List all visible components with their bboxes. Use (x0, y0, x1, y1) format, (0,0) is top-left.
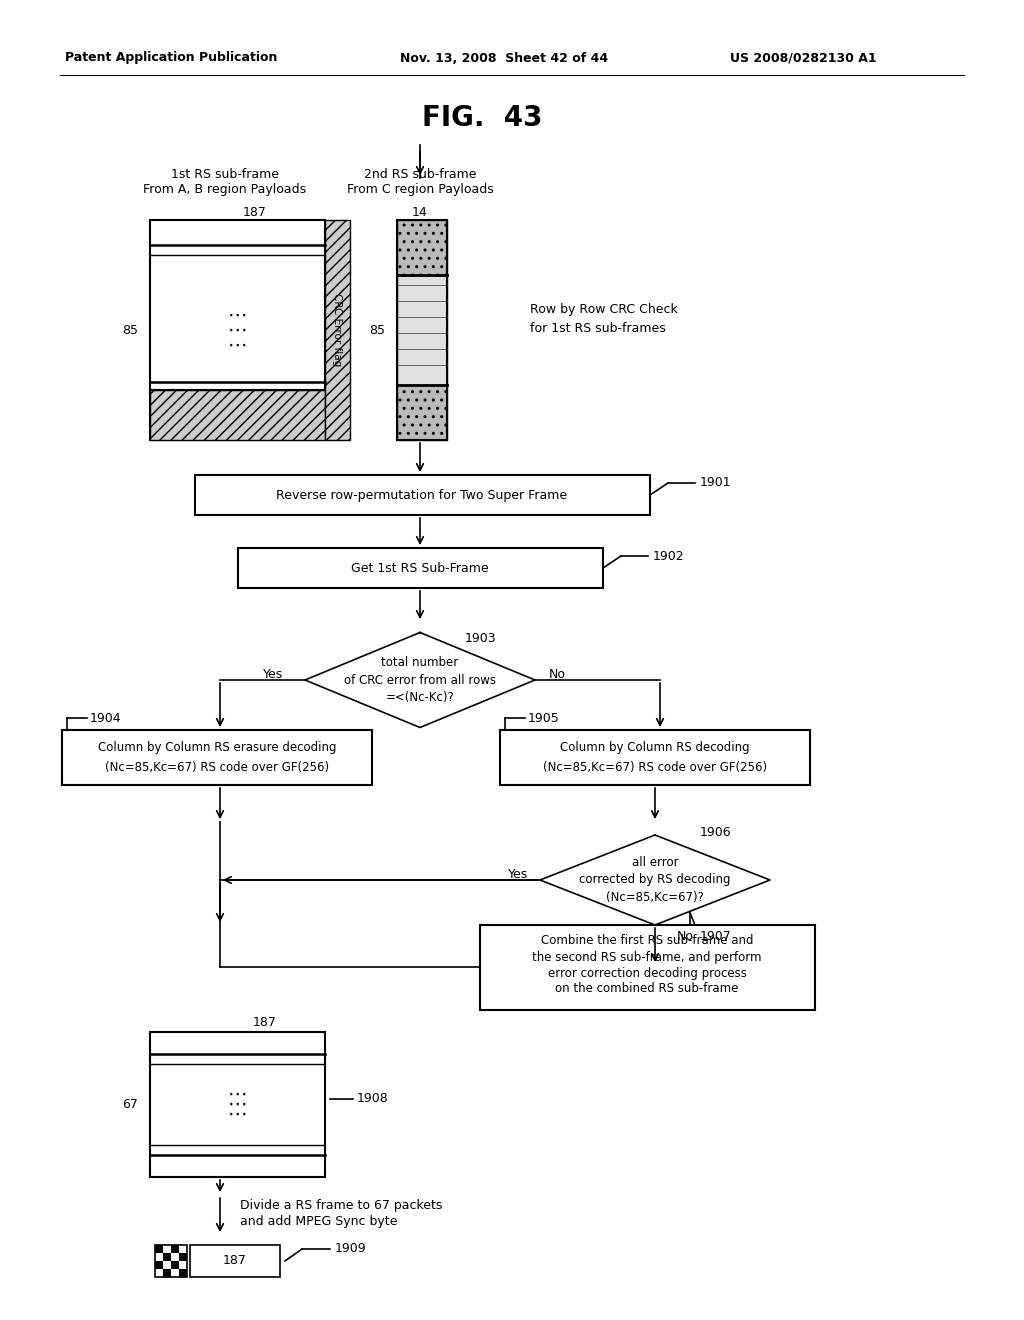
Text: FIG.  43: FIG. 43 (422, 104, 543, 132)
Text: ⋯: ⋯ (227, 1094, 247, 1114)
Bar (163, 1245, 171, 1253)
Text: total number: total number (381, 656, 459, 668)
Text: =<(Nc-Kc)?: =<(Nc-Kc)? (386, 692, 455, 705)
Text: for 1st RS sub-frames: for 1st RS sub-frames (530, 322, 666, 334)
Bar (163, 1261, 171, 1269)
Polygon shape (305, 632, 535, 727)
Text: 85: 85 (122, 323, 138, 337)
Bar (325, 220, 350, 440)
Text: Divide a RS frame to 67 packets: Divide a RS frame to 67 packets (240, 1199, 442, 1212)
Text: 187: 187 (243, 206, 267, 219)
Text: 85: 85 (369, 323, 385, 337)
Text: 1904: 1904 (90, 711, 122, 725)
Text: 1905: 1905 (528, 711, 560, 725)
Text: 1903: 1903 (465, 631, 497, 644)
Bar (397, 220, 447, 440)
Bar (500, 730, 810, 785)
Text: error correction decoding process: error correction decoding process (548, 966, 746, 979)
Text: 67: 67 (122, 1097, 138, 1110)
Text: ⋯: ⋯ (227, 321, 247, 339)
Text: CRC Error flag: CRC Error flag (332, 293, 342, 367)
Text: Yes: Yes (508, 869, 528, 882)
Text: No: No (677, 931, 694, 944)
Bar (171, 1261, 179, 1269)
Text: From A, B region Payloads: From A, B region Payloads (143, 183, 306, 197)
Text: 1908: 1908 (357, 1093, 389, 1106)
Text: ⋯: ⋯ (227, 305, 247, 325)
Bar (190, 1245, 280, 1276)
Bar (150, 220, 325, 440)
Text: on the combined RS sub-frame: on the combined RS sub-frame (555, 982, 738, 995)
Text: Column by Column RS decoding: Column by Column RS decoding (560, 741, 750, 754)
Bar (171, 1245, 179, 1253)
Text: No: No (549, 668, 565, 681)
Text: of CRC error from all rows: of CRC error from all rows (344, 673, 496, 686)
Text: ⋯: ⋯ (227, 1105, 247, 1123)
Text: 2nd RS sub-frame: 2nd RS sub-frame (364, 169, 476, 181)
Text: the second RS sub-frame, and perform: the second RS sub-frame, and perform (532, 950, 762, 964)
Bar (179, 1269, 187, 1276)
Text: ⋯: ⋯ (227, 1085, 247, 1104)
Bar (155, 1253, 163, 1261)
Text: ⋯: ⋯ (227, 335, 247, 355)
Bar (163, 1269, 171, 1276)
Text: 1st RS sub-frame: 1st RS sub-frame (171, 169, 279, 181)
Text: (Nc=85,Kc=67) RS code over GF(256): (Nc=85,Kc=67) RS code over GF(256) (543, 760, 767, 774)
Text: US 2008/0282130 A1: US 2008/0282130 A1 (730, 51, 877, 65)
Bar (155, 1245, 163, 1253)
Text: Nov. 13, 2008  Sheet 42 of 44: Nov. 13, 2008 Sheet 42 of 44 (400, 51, 608, 65)
Bar (179, 1261, 187, 1269)
Polygon shape (540, 836, 770, 925)
Bar (171, 1253, 179, 1261)
Text: 187: 187 (253, 1015, 276, 1028)
Bar (480, 925, 815, 1010)
Bar (155, 1261, 163, 1269)
Text: 1907: 1907 (700, 931, 732, 944)
Bar (179, 1253, 187, 1261)
Bar (171, 1269, 179, 1276)
Bar (397, 220, 447, 275)
Bar (195, 475, 650, 515)
Text: From C region Payloads: From C region Payloads (347, 183, 494, 197)
Text: Row by Row CRC Check: Row by Row CRC Check (530, 304, 678, 317)
Text: (Nc=85,Kc=67)?: (Nc=85,Kc=67)? (606, 891, 703, 904)
Text: all error: all error (632, 855, 678, 869)
Text: Get 1st RS Sub-Frame: Get 1st RS Sub-Frame (351, 561, 488, 574)
Text: 1906: 1906 (700, 825, 731, 838)
Text: 14: 14 (412, 206, 428, 219)
Bar (155, 1245, 187, 1276)
Text: Combine the first RS sub-frame and: Combine the first RS sub-frame and (541, 935, 754, 948)
Text: Column by Column RS erasure decoding: Column by Column RS erasure decoding (97, 741, 336, 754)
Text: Patent Application Publication: Patent Application Publication (65, 51, 278, 65)
Text: 1909: 1909 (335, 1242, 367, 1255)
Bar (155, 1269, 163, 1276)
Bar (150, 389, 325, 440)
Text: Yes: Yes (263, 668, 283, 681)
Text: 187: 187 (223, 1254, 247, 1267)
Text: 1901: 1901 (700, 477, 731, 490)
Text: (Nc=85,Kc=67) RS code over GF(256): (Nc=85,Kc=67) RS code over GF(256) (104, 760, 329, 774)
Bar (179, 1245, 187, 1253)
Bar (397, 275, 447, 385)
Text: corrected by RS decoding: corrected by RS decoding (580, 874, 731, 887)
Text: Reverse row-permutation for Two Super Frame: Reverse row-permutation for Two Super Fr… (276, 488, 567, 502)
Bar (62, 730, 372, 785)
Bar (397, 385, 447, 440)
Bar (238, 548, 603, 587)
Text: and add MPEG Sync byte: and add MPEG Sync byte (240, 1216, 397, 1229)
Text: 1902: 1902 (653, 549, 685, 562)
Bar (163, 1253, 171, 1261)
Bar (150, 1032, 325, 1177)
